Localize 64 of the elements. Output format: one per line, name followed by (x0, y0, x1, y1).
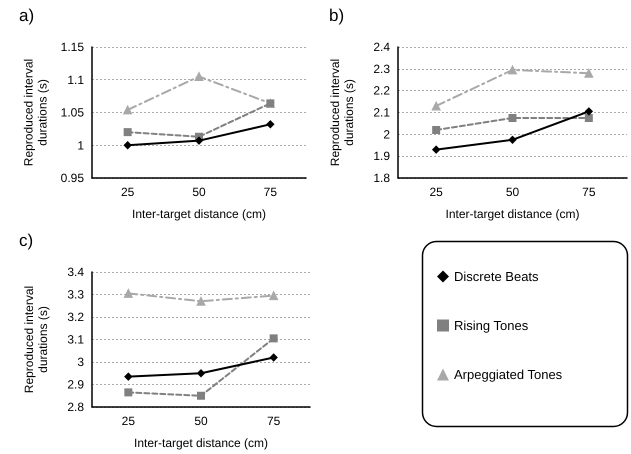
x-axis-title: Inter-target distance (cm) (445, 207, 580, 221)
y-tick-label: 3 (77, 355, 84, 369)
y-tick-label: 1.9 (373, 149, 390, 164)
x-tick-label: 25 (120, 185, 135, 199)
y-tick-label: 0.95 (60, 171, 84, 185)
point (584, 68, 594, 78)
y-tick-label: 3.4 (67, 265, 84, 279)
legend-label: Rising Tones (454, 318, 529, 333)
x-tick-label: 50 (506, 185, 520, 199)
point (197, 369, 205, 378)
point (508, 114, 516, 122)
y-tick-label: 3.2 (67, 310, 84, 324)
x-tick-label: 50 (192, 185, 206, 199)
y-tick-label: 1.15 (60, 40, 84, 54)
x-axis-title: Inter-target distance (cm) (134, 436, 268, 450)
x-tick-label: 75 (582, 185, 596, 199)
y-tick-label: 3.3 (67, 288, 84, 302)
y-tick-label: 1.8 (373, 171, 390, 185)
chart-title: c) (19, 231, 34, 250)
legend-label: Discrete Beats (454, 269, 540, 284)
point (124, 128, 132, 136)
x-tick-label: 25 (429, 185, 444, 199)
x-tick-label: 25 (122, 414, 136, 428)
chart-title: b) (329, 6, 344, 25)
x-tick-label: 75 (264, 185, 278, 199)
point (270, 354, 278, 362)
y-tick-label: 2.3 (373, 62, 390, 76)
y-tick-label: 3.1 (67, 332, 84, 346)
chart-title: a) (19, 6, 34, 25)
point (269, 291, 278, 300)
y-axis-title: Reproduced interval durations (s) (22, 58, 50, 166)
point (124, 141, 132, 150)
y-tick-label: 1.05 (60, 106, 84, 120)
y-axis-title: Reproduced interval durations (s) (328, 58, 356, 166)
point (124, 372, 132, 381)
point (124, 288, 133, 298)
y-tick-label: 1 (77, 138, 84, 152)
x-tick-label: 75 (266, 414, 281, 428)
point (508, 136, 516, 144)
point (584, 114, 593, 122)
y-tick-label: 2.2 (373, 84, 390, 98)
y-tick-label: 2.1 (373, 106, 390, 120)
point (195, 136, 203, 145)
point (266, 120, 274, 128)
point (270, 334, 278, 342)
y-tick-label: 2.9 (67, 378, 84, 392)
y-axis-title: Reproduced interval durations (s) (22, 286, 50, 394)
point (432, 101, 441, 110)
y-tick-label: 2.8 (67, 400, 84, 414)
legend-label: Arpeggiated Tones (454, 367, 563, 382)
y-tick-label: 1.1 (67, 72, 84, 87)
point (123, 105, 132, 114)
point (124, 388, 132, 396)
y-tick-label: 2 (383, 127, 390, 142)
x-tick-label: 50 (194, 414, 208, 428)
y-tick-label: 2.4 (373, 40, 390, 54)
point (432, 146, 440, 154)
point (432, 126, 440, 134)
point (584, 107, 593, 116)
x-axis-title: Inter-target distance (cm) (132, 207, 266, 221)
point (508, 65, 517, 74)
point (194, 72, 204, 81)
point (196, 296, 206, 306)
point (197, 392, 205, 400)
